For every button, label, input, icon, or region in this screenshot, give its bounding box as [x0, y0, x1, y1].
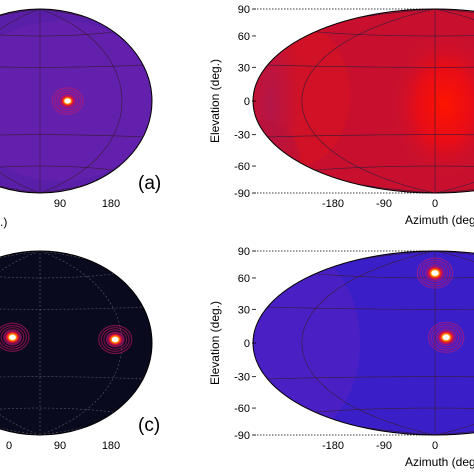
source-blob: [416, 257, 454, 289]
source-blob: [164, 352, 197, 380]
parallel-line: [0, 134, 152, 193]
parallel-line: [0, 9, 152, 37]
ytick-label: -90: [234, 430, 250, 442]
ytick-label: 90: [238, 4, 250, 16]
xtick-c-0: 0: [6, 440, 12, 452]
ytick-label: -60: [234, 161, 250, 173]
xtick-b-0: 0: [432, 198, 438, 210]
parallel-line: [0, 376, 152, 435]
parallel-line: [253, 9, 474, 68]
ylabel-b: Elevation (deg.): [208, 59, 222, 143]
ytick-label: 90: [238, 246, 250, 258]
xtick-b-neg180: -180: [322, 198, 344, 210]
panel-label-c: (c): [138, 415, 160, 436]
xtick-a-180: 180: [102, 198, 120, 210]
ytick-label: -30: [234, 372, 250, 384]
source-blob: [0, 322, 30, 352]
parallel-line: [0, 251, 152, 310]
xlabel-d: Azimuth (deg: [405, 455, 474, 469]
yticks-b: 90 60 30 0 -30 -60 -90: [234, 4, 256, 200]
parallel-line: [253, 165, 474, 193]
map-border-a: [0, 8, 153, 194]
parallel-line: [253, 407, 474, 435]
yticks-d: 90 60 30 0 -30 -60 -90: [234, 246, 256, 442]
parallel-line: [0, 407, 152, 435]
xlabel-b: Azimuth (deg: [405, 213, 474, 227]
xlabel-a: .): [0, 215, 7, 229]
map-background-c: [0, 251, 152, 435]
ytick-label: -60: [234, 403, 250, 415]
ytick-label: 0: [244, 96, 250, 108]
ytick-label: 0: [244, 338, 250, 350]
sources-c: [0, 322, 197, 380]
parallel-line: [253, 9, 474, 37]
ytick-label: 30: [238, 62, 250, 74]
xtick-c-90: 90: [54, 440, 66, 452]
xtick-d-0: 0: [432, 440, 438, 452]
ytick-label: 60: [238, 31, 250, 43]
parallel-line: [253, 376, 474, 435]
xtick-b-neg90: -90: [376, 198, 392, 210]
parallel-line: [0, 9, 152, 68]
panel-a: 90 180 .) (a): [0, 8, 161, 229]
panel-label-a: (a): [138, 173, 161, 194]
source-blob: [51, 87, 84, 115]
panel-b: 90 60 30 0 -30 -60 -90 -180 -90 0 Azimuth (deg…: [208, 4, 474, 227]
source-blob: [98, 324, 133, 355]
sources-a: [51, 87, 84, 115]
ytick-label: 30: [238, 304, 250, 316]
parallel-line: [0, 251, 152, 279]
elevation-guides-b: [254, 8, 435, 194]
xtick-c-180: 180: [102, 440, 120, 452]
xtick-d-neg180: -180: [322, 440, 344, 452]
panel-c: 0 90 180 (c): [0, 250, 197, 452]
map-border-c: [0, 250, 153, 436]
panel-d: 90 60 30 0 -30 -60 -90 -180 -90 0 Azimuth (deg…: [208, 246, 474, 469]
ytick-label: 60: [238, 273, 250, 285]
xtick-a-90: 90: [54, 198, 66, 210]
sources-d: [416, 257, 465, 353]
xtick-d-neg90: -90: [376, 440, 392, 452]
ytick-label: -30: [234, 130, 250, 142]
ylabel-d: Elevation (deg.): [208, 301, 222, 385]
parallel-line: [0, 165, 152, 193]
source-blob: [427, 321, 465, 353]
elevation-guides-d: [254, 250, 435, 436]
parallel-line: [253, 251, 474, 310]
meridian-line: [39, 251, 123, 435]
ytick-label: -90: [234, 188, 250, 200]
parallel-line: [253, 134, 474, 193]
